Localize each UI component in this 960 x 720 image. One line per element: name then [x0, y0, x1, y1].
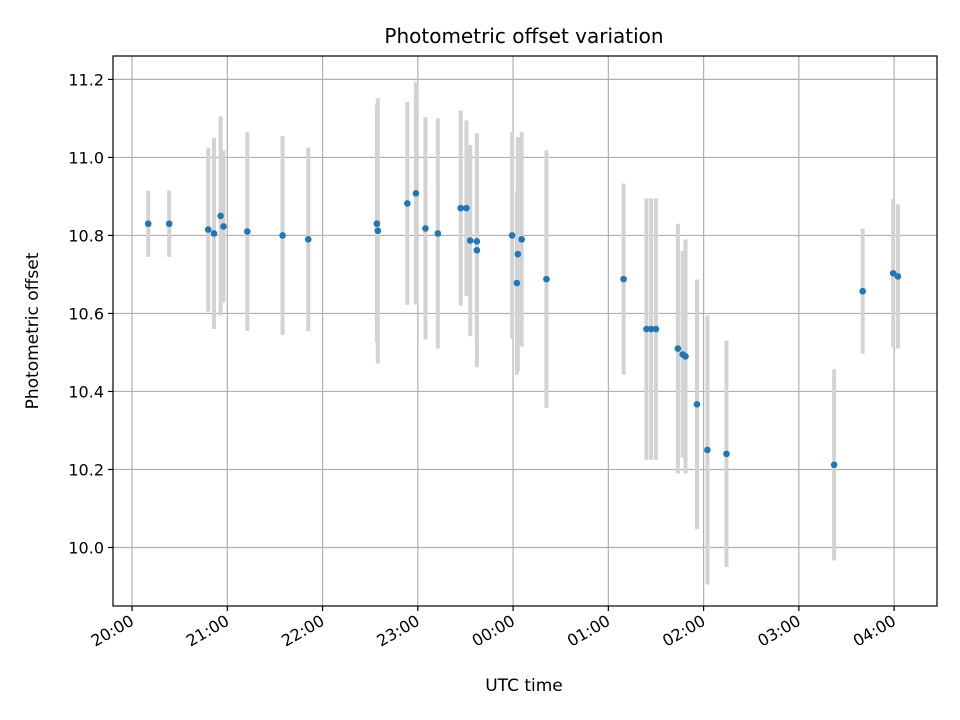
y-tick-label: 10.2: [68, 460, 104, 479]
data-point: [144, 220, 152, 228]
data-point: [457, 204, 464, 212]
data-point: [204, 226, 212, 233]
data-point: [682, 353, 689, 360]
data-point: [830, 461, 838, 469]
y-tick-label: 10.6: [68, 304, 104, 323]
data-points: [144, 190, 902, 469]
data-point: [244, 228, 251, 235]
data-point: [894, 273, 902, 280]
data-point: [404, 200, 411, 207]
data-point: [412, 190, 420, 197]
data-point: [514, 250, 522, 258]
x-axis-label: UTC time: [485, 676, 563, 696]
data-point: [652, 325, 660, 333]
y-tick-label: 10.8: [68, 226, 104, 245]
data-point: [723, 450, 730, 458]
data-point: [374, 227, 382, 235]
data-point: [693, 401, 701, 408]
y-axis-label: Photometric offset: [23, 252, 43, 409]
data-point: [620, 275, 627, 283]
y-tick-label: 10.4: [68, 382, 104, 401]
data-point: [859, 287, 866, 295]
y-tick-label: 11.2: [68, 70, 104, 89]
data-point: [508, 232, 516, 239]
data-point: [434, 230, 442, 237]
chart-title: Photometric offset variation: [384, 24, 663, 48]
data-point: [466, 237, 474, 244]
data-point: [463, 204, 470, 212]
data-point: [279, 232, 286, 239]
y-axis: 10.0 10.2 10.4 10.6 10.8 11.0 11.2: [68, 70, 113, 557]
data-point: [422, 225, 429, 232]
data-point: [647, 325, 655, 333]
y-tick-label: 10.0: [68, 538, 104, 557]
data-point: [210, 230, 218, 237]
data-point: [513, 279, 521, 287]
data-point: [220, 223, 227, 230]
data-point: [473, 237, 481, 245]
data-point: [473, 246, 481, 254]
y-tick-label: 11.0: [68, 148, 104, 167]
data-point: [217, 212, 224, 220]
data-point: [165, 220, 173, 228]
data-point: [889, 269, 897, 277]
data-point: [674, 345, 682, 352]
data-point: [543, 275, 550, 283]
data-point: [518, 236, 525, 243]
data-point: [304, 236, 312, 243]
data-point: [704, 446, 711, 454]
data-point: [643, 325, 650, 333]
data-point: [373, 220, 381, 228]
plot-frame: [112, 55, 938, 607]
